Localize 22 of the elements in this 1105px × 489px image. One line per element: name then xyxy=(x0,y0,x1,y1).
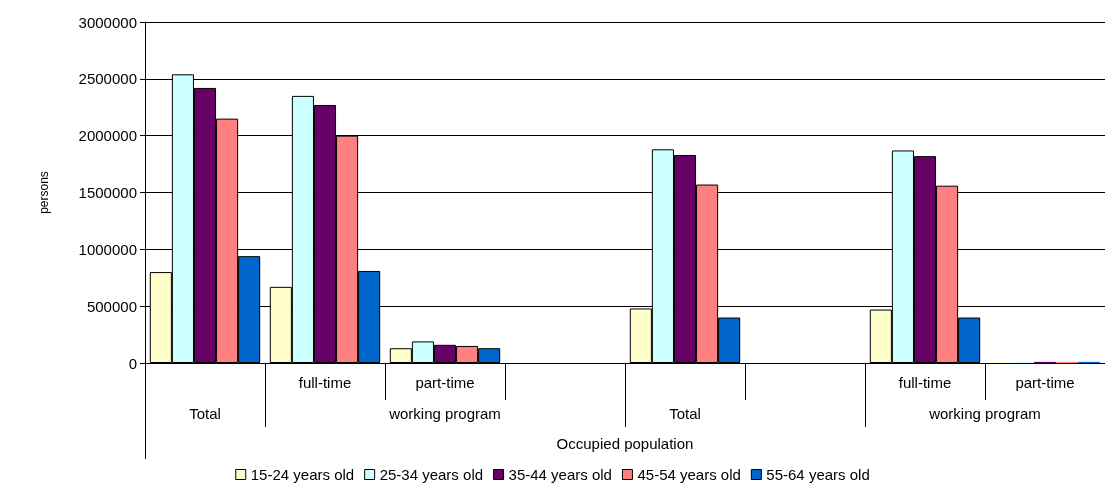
x-tick-label: full-time xyxy=(898,374,952,391)
y-tick-label: 500000 xyxy=(86,297,137,315)
y-tick-label: 2500000 xyxy=(78,70,137,88)
x-tick-label: part-time xyxy=(415,374,475,391)
legend-label: 45-54 years old xyxy=(637,466,741,483)
legend-label: 25-34 years old xyxy=(379,466,484,483)
x-tick-label: part-time xyxy=(1015,374,1075,391)
y-tick-label: 1500000 xyxy=(78,184,137,201)
y-tick-label: 3000000 xyxy=(78,13,137,31)
y-axis-title: persons xyxy=(37,171,51,214)
text: Total xyxy=(188,404,222,424)
y-tick-label: 1000000 xyxy=(78,240,137,258)
x-tick-label: full-time xyxy=(298,374,352,391)
legend-label: 35-44 years old xyxy=(508,466,612,483)
text: Occupied population xyxy=(555,433,695,454)
y-tick-label: 0 xyxy=(128,354,137,372)
text: working program xyxy=(388,404,502,424)
text: Total xyxy=(668,404,702,424)
legend-label: 55-64 years old xyxy=(766,466,870,483)
y-tick-label: 2000000 xyxy=(78,127,137,145)
text: working program xyxy=(928,404,1042,424)
legend-label: 15-24 years old xyxy=(250,466,355,483)
